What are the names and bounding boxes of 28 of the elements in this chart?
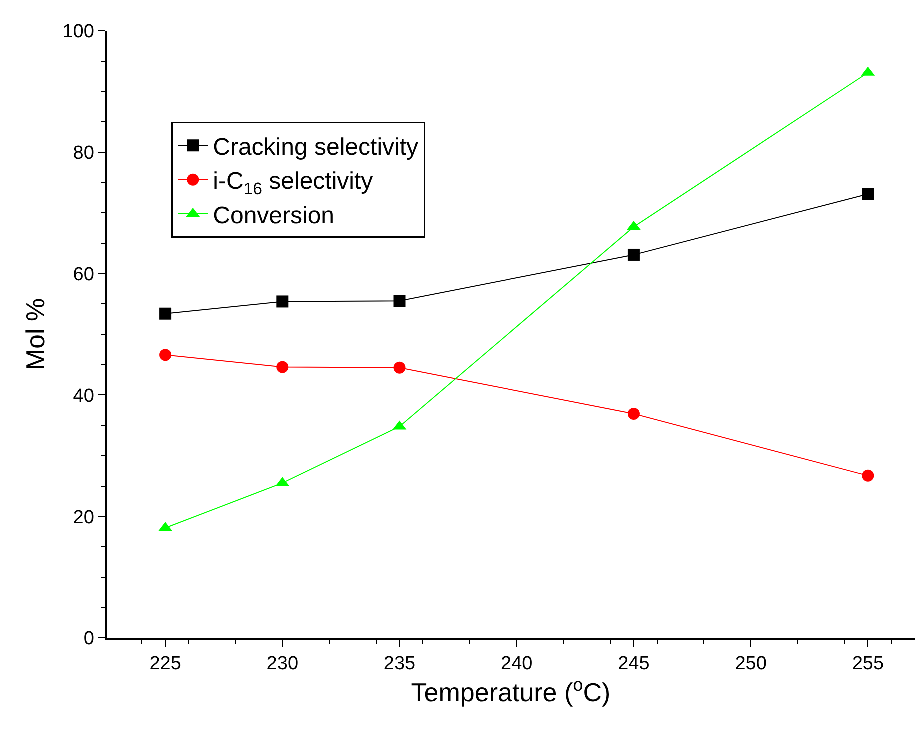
x-tick-label: 255 xyxy=(852,654,884,675)
x-tick-label: 225 xyxy=(150,654,182,675)
legend-label: Conversion xyxy=(213,202,335,230)
legend-label: i-C$_{16}$ selectivity xyxy=(213,168,374,198)
point xyxy=(862,188,874,200)
point xyxy=(276,296,289,308)
point xyxy=(628,408,640,420)
legend-label: Cracking selectivity xyxy=(213,134,419,162)
point xyxy=(160,308,172,320)
y-tick-label: 40 xyxy=(73,386,94,407)
x-tick-label: 240 xyxy=(501,654,533,675)
y-tick-label: 60 xyxy=(73,264,94,286)
y-tick-label: 20 xyxy=(73,507,94,528)
y-tick-label: 100 xyxy=(62,22,94,43)
point xyxy=(628,248,640,261)
x-tick-label: 245 xyxy=(618,654,650,675)
y-tick-label: 80 xyxy=(73,143,94,164)
point xyxy=(276,361,289,374)
x-tick-label: 250 xyxy=(735,654,767,675)
point xyxy=(394,295,406,308)
point xyxy=(160,349,172,362)
x-axis-title: Temperature ($^{o}$C) xyxy=(411,674,611,708)
x-tick-label: 235 xyxy=(384,654,416,675)
y-tick-label: 0 xyxy=(84,628,94,650)
y-axis-title: Mol % xyxy=(20,298,50,371)
point xyxy=(394,362,406,374)
x-tick-label: 230 xyxy=(266,654,298,675)
point xyxy=(862,470,874,482)
